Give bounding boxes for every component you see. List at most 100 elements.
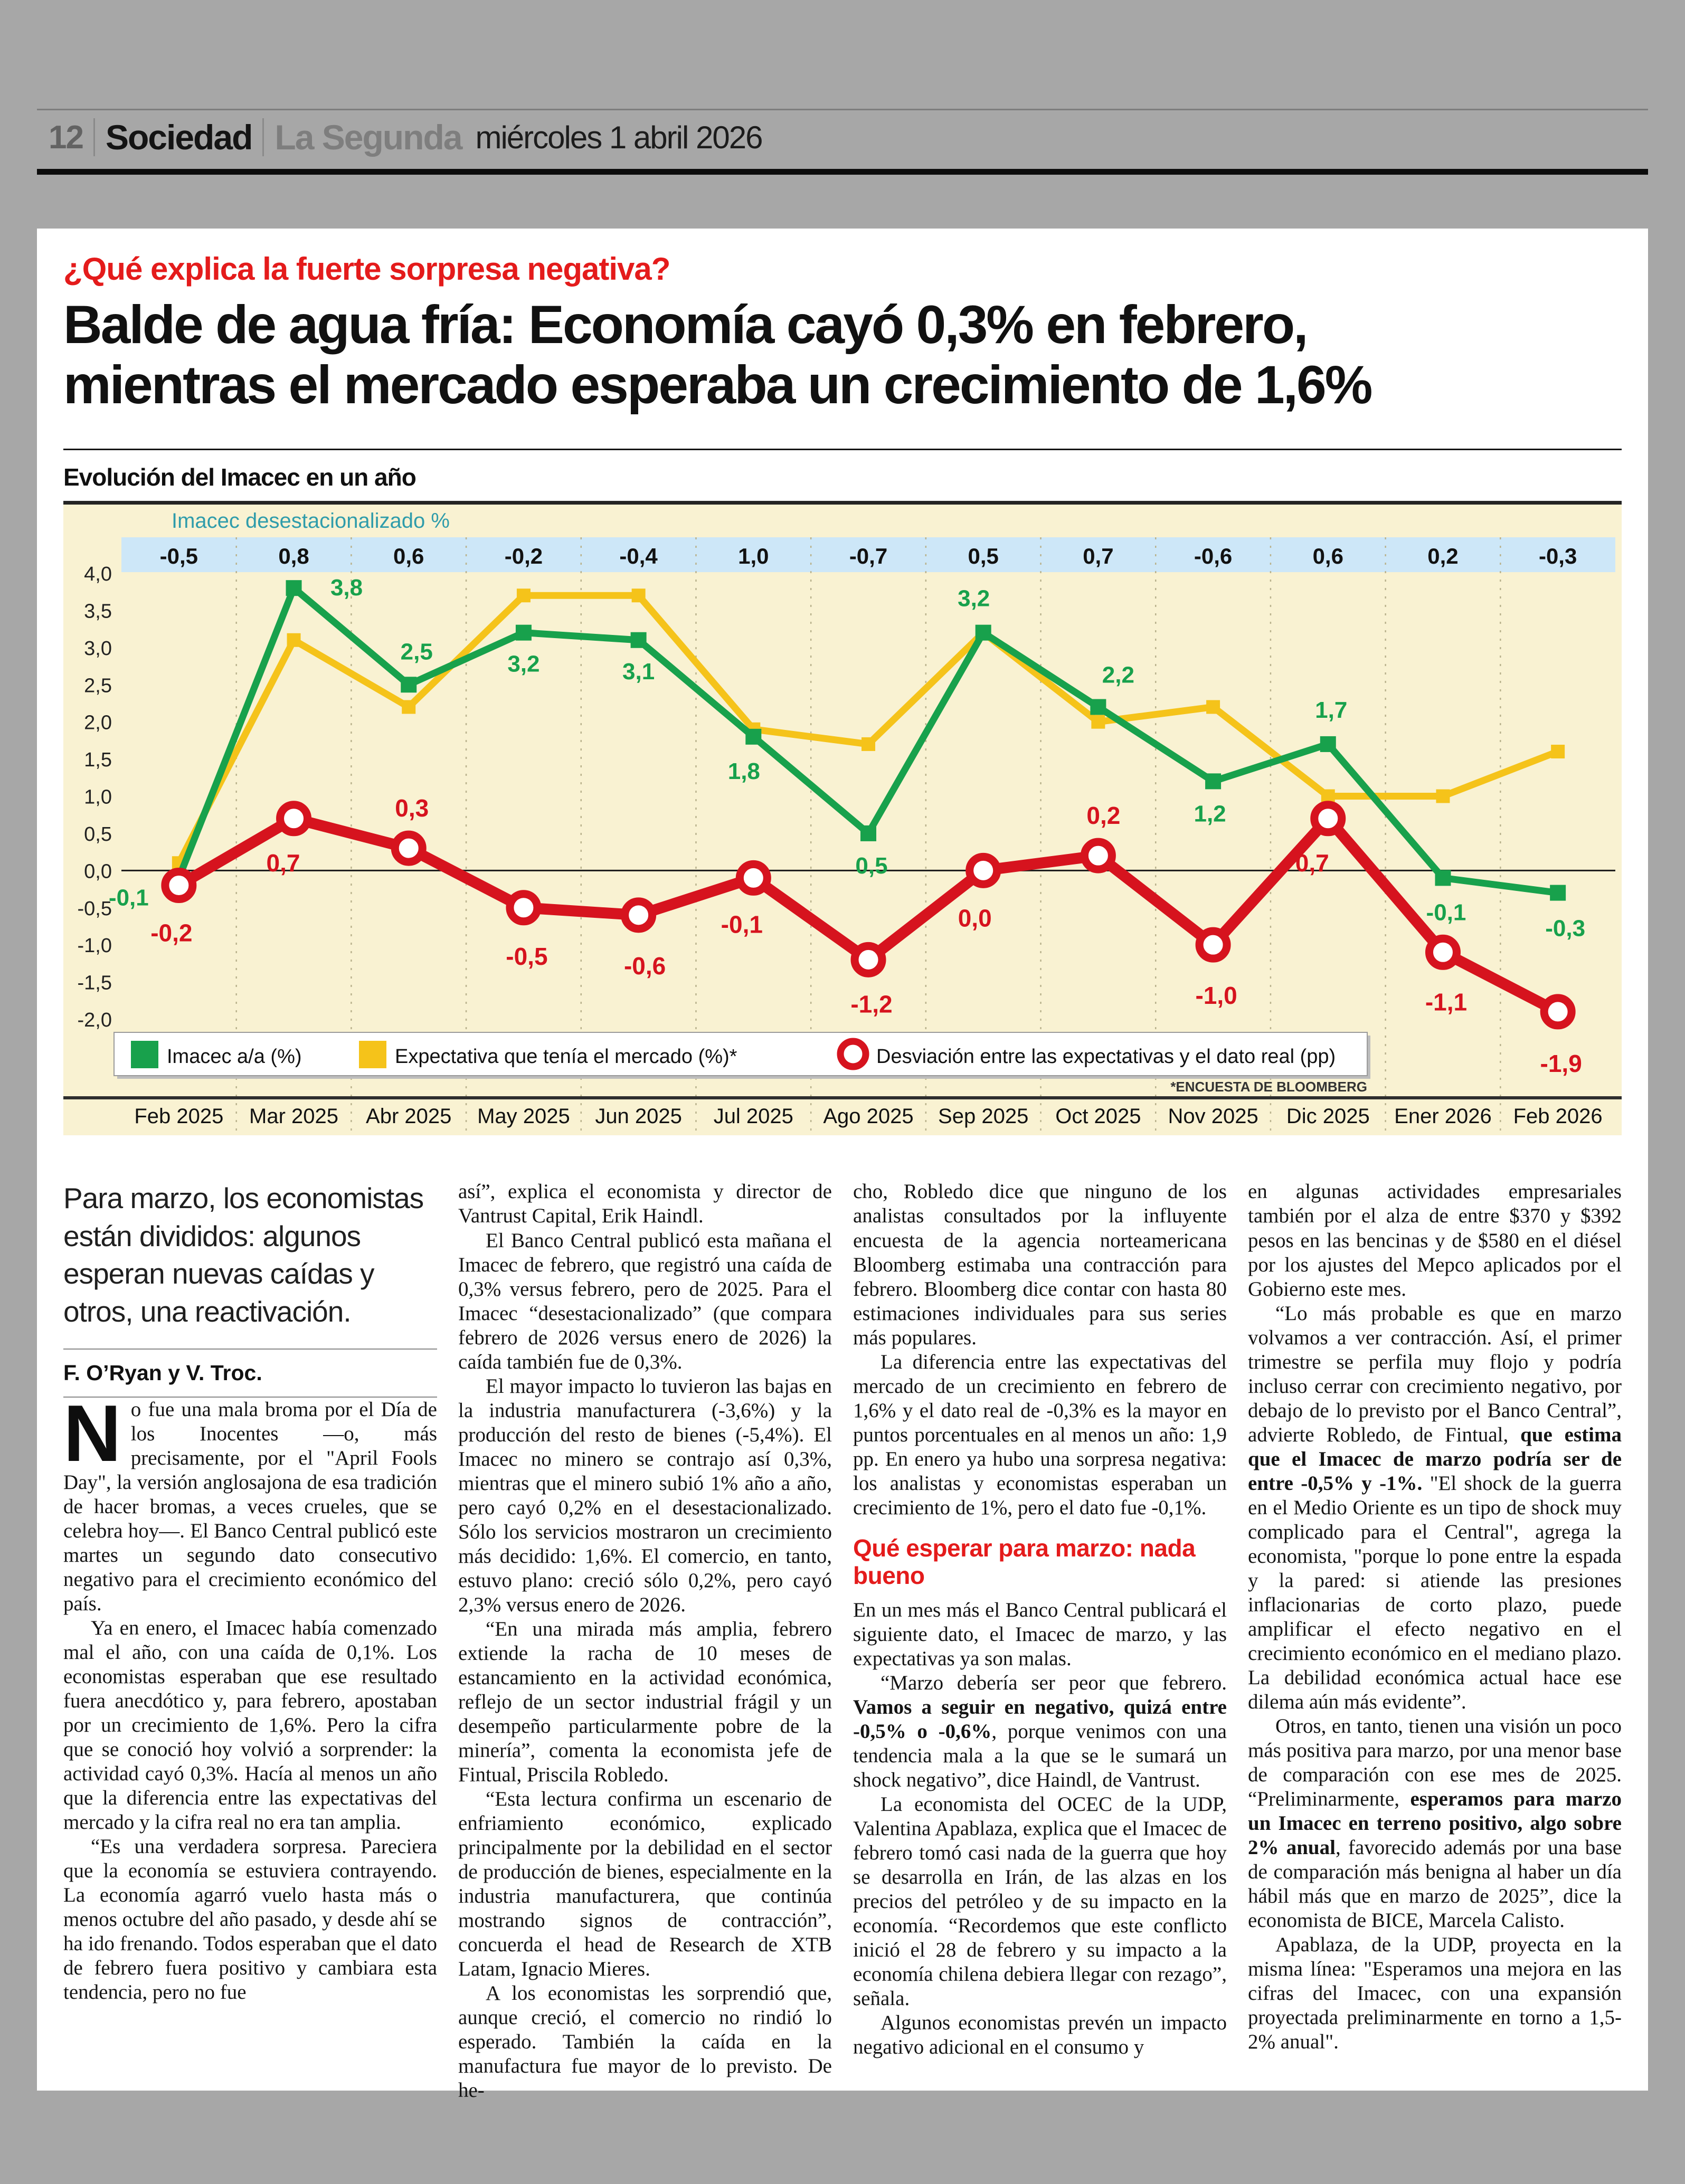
data-point-square <box>1436 789 1450 803</box>
data-label: 1,8 <box>728 758 760 784</box>
y-axis-tick: 1,0 <box>84 786 112 809</box>
data-point-square <box>286 580 302 596</box>
header-rule <box>37 169 1648 175</box>
article-column-1: Para marzo, los economistas están dividi… <box>63 1180 437 2103</box>
y-axis-tick: 0,0 <box>84 861 112 883</box>
data-label: -1,0 <box>1195 982 1237 1010</box>
data-point-square <box>630 632 647 649</box>
body-paragraph: Apablaza, de la UDP, proyecta en la mism… <box>1248 1933 1622 2054</box>
data-label: -1,9 <box>1540 1050 1582 1077</box>
body-paragraph: “Es una verdadera sorpresa. Pareciera qu… <box>63 1835 437 2004</box>
data-point-ring <box>1195 927 1231 963</box>
data-point-ring <box>850 942 886 978</box>
data-point-ring <box>161 868 197 904</box>
newspaper-name: La Segunda <box>274 118 462 157</box>
data-label: 0,0 <box>958 905 992 932</box>
edition-date: miércoles 1 abril 2026 <box>475 119 763 155</box>
x-axis-label: Jun 2025 <box>595 1105 682 1128</box>
seasonal-band-value: 0,5 <box>968 544 998 568</box>
data-label: -1,2 <box>850 991 892 1018</box>
data-point-ring <box>1425 935 1461 971</box>
y-axis-tick: -1,0 <box>78 935 112 957</box>
data-point-ring <box>1310 801 1346 837</box>
body-paragraph: La diferencia entre las expectativas del… <box>853 1350 1227 1519</box>
header-divider <box>93 118 95 156</box>
chart-title-rule <box>63 501 1622 505</box>
x-axis-label: Sep 2025 <box>938 1105 1028 1128</box>
seasonal-band-value: -0,3 <box>1539 544 1577 568</box>
body-paragraph: En un mes más el Banco Central publicará… <box>853 1598 1227 1670</box>
y-axis-tick: 0,5 <box>84 823 112 846</box>
kicker: ¿Qué explica la fuerte sorpresa negativa… <box>63 251 670 287</box>
data-point-ring <box>621 897 657 933</box>
data-label: -0,5 <box>506 943 547 970</box>
y-axis-tick: 3,0 <box>84 638 112 660</box>
y-axis-tick: 3,5 <box>84 601 112 623</box>
data-point-square <box>1206 700 1220 714</box>
data-point-square <box>401 677 417 693</box>
data-point-square <box>1321 789 1335 803</box>
data-point-square <box>402 700 416 714</box>
body-paragraph: en algunas actividades empresariales tam… <box>1248 1180 1622 1300</box>
x-axis-label: Ago 2025 <box>823 1105 913 1128</box>
data-label: -0,1 <box>109 885 149 911</box>
seasonal-band-value: 0,2 <box>1427 544 1458 568</box>
body-paragraph: El mayor impacto lo tuvieron las bajas e… <box>458 1374 832 1616</box>
seasonal-band-value: 0,8 <box>278 544 309 568</box>
legend-label-desviacion: Desviación entre las expectativas y el d… <box>876 1046 1336 1068</box>
y-axis-tick: -1,5 <box>78 972 112 994</box>
article-column-3: cho, Robledo dice que ninguno de los ana… <box>853 1180 1227 2103</box>
legend-label-expectativa: Expectativa que tenía el mercado (%)* <box>395 1046 737 1068</box>
legend-box <box>113 1032 1368 1077</box>
y-axis-tick: 2,5 <box>84 675 112 697</box>
seasonal-band-value: -0,4 <box>619 544 658 568</box>
data-label: 0,7 <box>1295 849 1329 877</box>
data-label: 0,3 <box>395 795 429 822</box>
body-paragraph: Otros, en tanto, tienen una visión un po… <box>1248 1714 1622 1932</box>
data-point-ring <box>1080 838 1116 874</box>
byline: F. O’Ryan y V. Troc. <box>63 1361 262 1385</box>
body-paragraph: La economista del OCEC de la UDP, Valent… <box>853 1792 1227 2010</box>
drop-cap: N <box>63 1388 121 1478</box>
body-paragraph: “Esta lectura confirma un escenario de e… <box>458 1787 832 1980</box>
x-axis-label: Dic 2025 <box>1286 1105 1370 1128</box>
y-axis-tick: 1,5 <box>84 749 112 772</box>
seasonal-band-value: 0,6 <box>393 544 424 568</box>
x-axis-label: Abr 2025 <box>366 1105 451 1128</box>
data-label: 1,7 <box>1315 697 1347 723</box>
data-label: 0,2 <box>1086 802 1120 830</box>
seasonal-band-value: -0,2 <box>505 544 543 568</box>
series-line-expectativa <box>175 592 1561 867</box>
data-point-square <box>860 825 876 842</box>
seasonal-band <box>121 537 1615 573</box>
y-axis-tick: -0,5 <box>78 898 112 920</box>
data-point-square <box>1320 736 1336 753</box>
data-label: 3,2 <box>507 651 539 677</box>
data-point-square <box>516 588 531 603</box>
data-label: 3,8 <box>330 575 363 601</box>
data-label: -0,6 <box>624 952 666 980</box>
data-point-ring <box>965 853 1001 889</box>
x-axis-label: Jul 2025 <box>714 1105 793 1128</box>
data-label: 3,1 <box>622 659 655 685</box>
data-label: 2,5 <box>401 639 433 665</box>
body-paragraph: A los economistas les sorprendió que, au… <box>458 1981 832 2102</box>
section-subhead: Qué esperar para marzo: nada bueno <box>853 1534 1196 1589</box>
page-header: 12 Sociedad La Segunda miércoles 1 abril… <box>49 117 1648 157</box>
article-intro: Para marzo, los economistas están dividi… <box>63 1182 424 1328</box>
body-paragraph: “Marzo debería ser peor que febrero. Vam… <box>853 1671 1227 1791</box>
data-label: -0,3 <box>1545 916 1585 942</box>
x-axis-label: Feb 2025 <box>134 1105 223 1128</box>
data-point-square <box>1090 699 1106 715</box>
body-paragraph: “En una mirada más amplia, febrero extie… <box>458 1617 832 1786</box>
data-label: 1,2 <box>1194 801 1226 827</box>
body-paragraph: cho, Robledo dice que ninguno de los ana… <box>853 1180 1227 1349</box>
data-label: -0,1 <box>721 911 763 938</box>
x-axis-label: Ener 2026 <box>1394 1105 1492 1128</box>
y-axis-tick: 2,0 <box>84 712 112 734</box>
data-point-square <box>515 625 532 641</box>
data-label: 3,2 <box>958 586 990 612</box>
legend-swatch-desviacion <box>837 1038 869 1070</box>
x-axis-label: Nov 2025 <box>1168 1105 1258 1128</box>
